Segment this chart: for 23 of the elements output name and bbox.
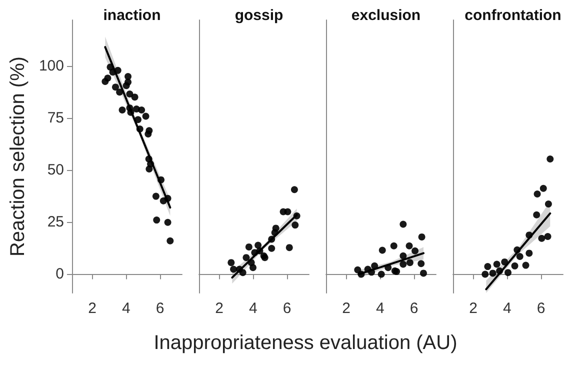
x-tick-label: 4 bbox=[248, 300, 258, 317]
y-tick-label: 25 bbox=[47, 214, 64, 231]
y-axis-title: Reaction selection (%) bbox=[7, 56, 30, 257]
x-axis-title: Inappropriateness evaluation (AU) bbox=[152, 332, 458, 355]
chart-title: inaction bbox=[103, 7, 161, 24]
x-tick-label: 6 bbox=[536, 300, 546, 317]
x-tick-label: 6 bbox=[410, 300, 418, 317]
y-tick-label: 100 bbox=[38, 57, 64, 74]
x-tick-label: 2 bbox=[215, 300, 224, 317]
x-tick-label: 2 bbox=[88, 300, 96, 317]
y-tick-label: 0 bbox=[56, 266, 64, 283]
x-tick-label: 4 bbox=[122, 300, 130, 317]
x-tick-label: 6 bbox=[156, 300, 164, 317]
y-tick-label: 50 bbox=[47, 162, 64, 179]
x-tick-label: 2 bbox=[469, 300, 478, 317]
x-tick-label: 4 bbox=[502, 300, 512, 317]
y-tick-label: 75 bbox=[47, 109, 64, 126]
chart-title: gossip bbox=[234, 7, 284, 24]
chart-title: exclusion bbox=[351, 7, 421, 24]
chart-title: confrontation bbox=[464, 7, 562, 24]
x-tick-label: 4 bbox=[376, 300, 384, 317]
x-tick-label: 2 bbox=[342, 300, 350, 317]
x-tick-label: 6 bbox=[282, 300, 292, 317]
